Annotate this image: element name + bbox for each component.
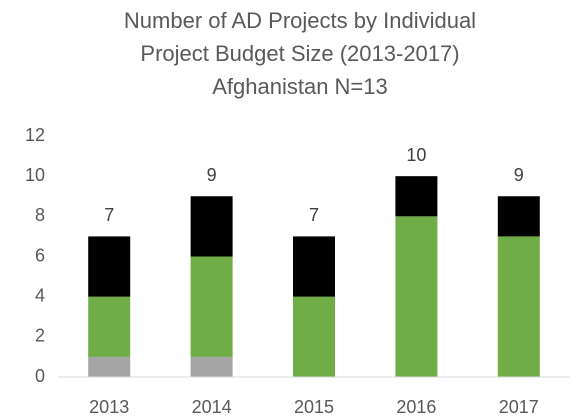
total-label: 7 — [104, 205, 114, 225]
x-tick-label: 2017 — [499, 397, 539, 417]
y-tick-label: 0 — [35, 366, 45, 386]
y-tick-label: 12 — [25, 125, 45, 145]
x-tick-label: 2016 — [396, 397, 436, 417]
chart-title: Project Budget Size (2013-2017) — [140, 41, 459, 66]
bar-segment — [395, 216, 438, 377]
y-tick-label: 8 — [35, 205, 45, 225]
bar-segment — [88, 356, 131, 377]
bar-segment — [88, 236, 131, 297]
bar-segment — [497, 236, 540, 377]
bar-segment — [190, 356, 233, 377]
y-tick-label: 10 — [25, 165, 45, 185]
bar-segment — [293, 236, 335, 297]
bar-segment — [293, 296, 335, 377]
bar-segment — [497, 196, 540, 237]
chart-title: Number of AD Projects by Individual — [124, 8, 476, 33]
x-tick-label: 2014 — [192, 397, 232, 417]
bar-segment — [190, 256, 233, 357]
total-label: 9 — [207, 165, 217, 185]
y-tick-label: 2 — [35, 326, 45, 346]
y-tick-label: 6 — [35, 245, 45, 265]
x-tick-label: 2015 — [294, 397, 334, 417]
bar-segment — [88, 296, 131, 357]
chart-title: Afghanistan N=13 — [212, 74, 388, 99]
bar-segment — [395, 176, 438, 217]
total-label: 10 — [406, 145, 426, 165]
total-label: 7 — [309, 205, 319, 225]
y-tick-label: 4 — [35, 285, 45, 305]
x-tick-label: 2013 — [89, 397, 129, 417]
total-label: 9 — [514, 165, 524, 185]
bar-segment — [190, 196, 233, 257]
